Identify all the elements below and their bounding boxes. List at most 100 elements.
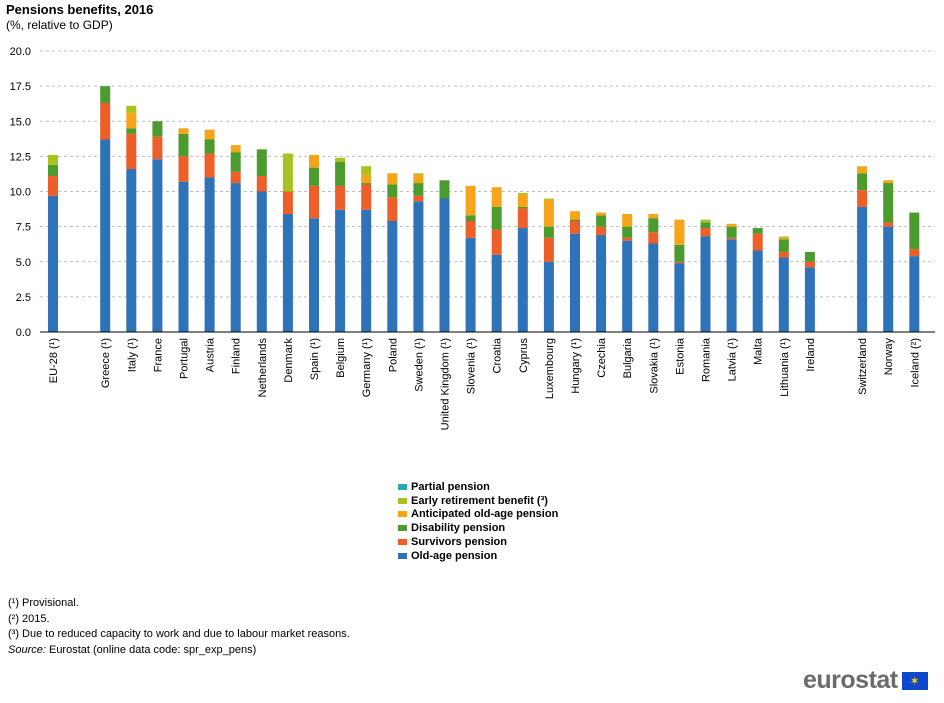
bar-segment [778, 239, 789, 252]
bar-segment [570, 219, 580, 222]
bar-segment [674, 244, 685, 262]
bar-segment [622, 226, 633, 238]
bar-segment [622, 213, 633, 227]
legend-label: Partial pension [411, 480, 490, 493]
bar-segment [48, 154, 58, 165]
source-line: Source: Eurostat (online data code: spr_… [8, 643, 350, 659]
bar-segment [857, 206, 868, 332]
bar-segment [361, 174, 372, 184]
logo-text: eurostat [803, 666, 898, 694]
bar-segment [622, 237, 633, 241]
x-tick-label: Slovenia (¹) [466, 338, 478, 394]
bar-segment [100, 102, 111, 140]
x-tick-label: Ireland [805, 338, 817, 372]
footnote-reduced-capacity: (³) Due to reduced capacity to work and … [8, 628, 350, 640]
legend-label: Early retirement benefit (³) [411, 494, 548, 507]
bar-segment [857, 190, 868, 207]
bar-segment [282, 191, 293, 214]
x-tick-label: Romania [701, 337, 713, 382]
bar-segment [700, 219, 711, 223]
legend-item: Disability pension [398, 521, 558, 535]
bar-segment [178, 128, 189, 134]
footnote-provisional: (¹) Provisional. [8, 597, 79, 609]
x-tick-label: Slovakia (¹) [648, 338, 660, 394]
y-tick-label: 2.5 [16, 292, 31, 304]
bar-segment [543, 198, 554, 200]
bar-segment [491, 206, 502, 230]
legend-item: Anticipated old-age pension [398, 508, 558, 522]
bar-segment [883, 226, 894, 332]
legend-swatch [398, 525, 407, 532]
legend-label: Disability pension [411, 522, 506, 535]
bar-segment [517, 192, 528, 195]
bar-segment [152, 159, 163, 332]
bar-segment [778, 251, 789, 258]
bar-segment [883, 222, 894, 227]
bar-segment [413, 183, 424, 196]
x-tick-label: Italy (¹) [126, 338, 138, 372]
bar-segment [491, 187, 502, 207]
legend-swatch [398, 552, 407, 559]
x-tick-label: Croatia [492, 337, 504, 373]
legend-label: Survivors pension [411, 536, 507, 549]
chart-subtitle: (%, relative to GDP) [6, 18, 113, 32]
bar-segment [335, 161, 346, 186]
bar-segment [857, 173, 868, 191]
chart-legend: Partial pension Early retirement benefit … [398, 480, 558, 563]
bar-segment [648, 232, 659, 244]
bar-segment [152, 136, 163, 160]
legend-label: Old-age pension [411, 549, 498, 562]
bar-segment [178, 181, 189, 332]
x-tick-label: Bulgaria [622, 337, 634, 378]
legend-item: Survivors pension [398, 535, 558, 549]
bar-segment [596, 215, 607, 227]
bar-segment [517, 194, 528, 207]
x-tick-label: Luxembourg [544, 338, 556, 399]
bar-segment [48, 176, 58, 196]
bar-segment [700, 228, 711, 237]
bar-segment [48, 195, 58, 332]
bar-segment [700, 222, 711, 229]
bar-segment [230, 183, 241, 332]
bar-segment [543, 226, 554, 238]
bar-segment [674, 219, 685, 245]
y-tick-label: 10.0 [10, 187, 31, 199]
footnote-2015: (²) 2015. [8, 612, 50, 625]
bar-segment [778, 237, 789, 240]
eu-flag-icon: ✶ [901, 671, 928, 690]
y-tick-label: 17.5 [10, 81, 31, 93]
bar-segment [361, 166, 372, 175]
bar-segment [256, 149, 267, 177]
bar-segment [230, 171, 241, 184]
legend-label: Anticipated old-age pension [411, 508, 559, 521]
legend-swatch [398, 497, 407, 504]
x-tick-label: France [152, 338, 164, 372]
x-tick-label: Denmark [283, 338, 295, 383]
bar-segment [256, 191, 267, 332]
x-tick-label: Finland [231, 338, 243, 374]
x-tick-label: Hungary (¹) [570, 338, 582, 394]
bar-segment [204, 129, 215, 140]
bar-segment [178, 156, 189, 182]
legend-swatch [398, 511, 407, 518]
x-axis-tick-labels: EU-28 (¹) Greece (¹) Italy (¹) France Portug… [48, 337, 921, 430]
legend-swatch [398, 483, 407, 490]
bar-segment [361, 183, 372, 185]
bar-segment [491, 229, 502, 255]
bar-segment [465, 237, 476, 332]
bar-segment [126, 133, 137, 170]
bar-segment [126, 105, 137, 113]
bar-segment [387, 197, 398, 222]
bar-segment [752, 250, 763, 332]
bar-segment [596, 212, 607, 216]
x-tick-label: Norway [883, 338, 895, 376]
eurostat-logo: eurostat ✶ [803, 666, 928, 695]
grid-lines [40, 50, 935, 298]
stacked-bar-chart: 0.0 2.5 5.0 7.5 10.0 12.5 15.0 17.5 20.0 EU-28 (… [10, 46, 935, 430]
bar-segment [804, 261, 815, 268]
bar-segment [204, 153, 215, 178]
bar-segment [570, 211, 580, 220]
x-tick-label: Greece (¹) [100, 338, 112, 388]
x-tick-label: Sweden (¹) [413, 338, 425, 392]
legend-item: Early retirement benefit (³) [398, 494, 558, 508]
